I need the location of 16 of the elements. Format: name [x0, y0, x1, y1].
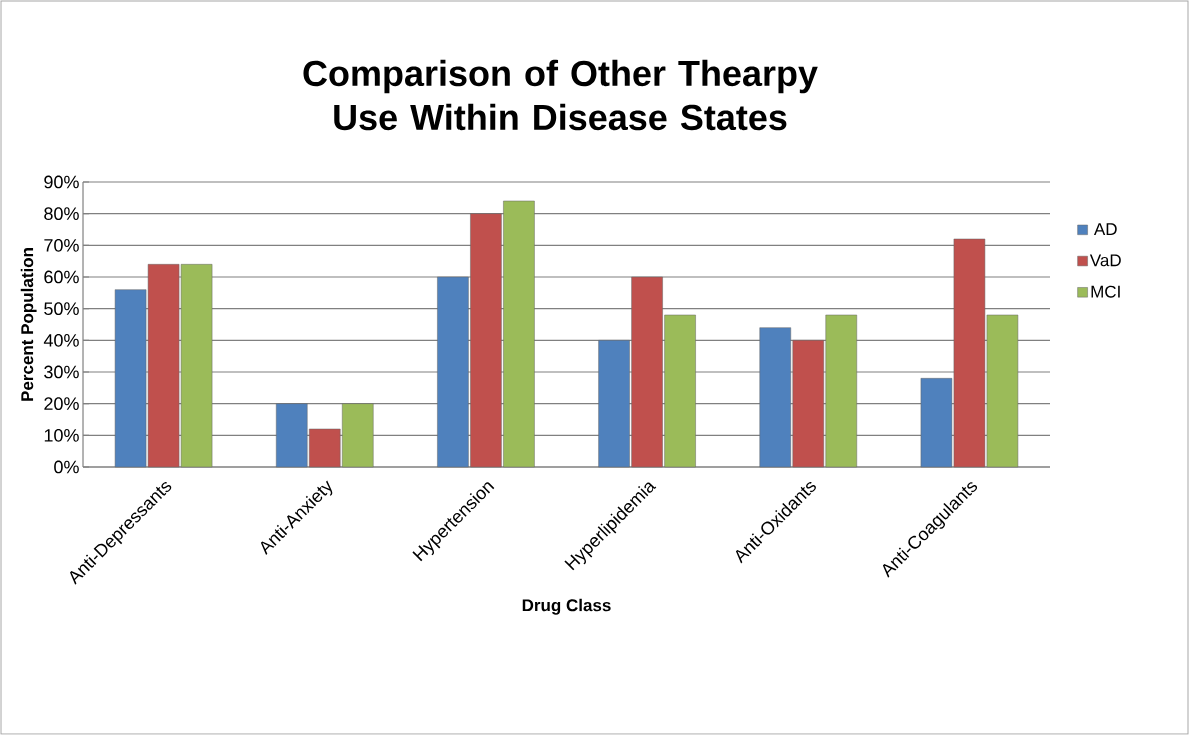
- y-tick-label: 10%: [44, 428, 79, 442]
- legend-label: AD: [1093, 223, 1117, 235]
- legend-label: VaD: [1089, 254, 1121, 267]
- chart-title: Comparison of Other Thearpy Use Within Disease States: [303, 59, 818, 131]
- y-tick-label: 30%: [44, 365, 79, 379]
- y-tick-label: 80%: [44, 207, 79, 221]
- y-tick-label: 60%: [44, 270, 79, 284]
- y-tick-label: 40%: [43, 333, 79, 347]
- y-tick-label: 20%: [44, 397, 79, 411]
- x-axis-title: Drug Class: [522, 598, 611, 615]
- y-tick-label: 50%: [44, 302, 79, 316]
- y-axis-title: Percent Population: [20, 248, 37, 401]
- legend-label: MCI: [1091, 285, 1120, 298]
- y-tick-label: 90%: [44, 175, 79, 189]
- y-tick-label: 0%: [54, 460, 79, 474]
- y-tick-label: 70%: [44, 238, 79, 252]
